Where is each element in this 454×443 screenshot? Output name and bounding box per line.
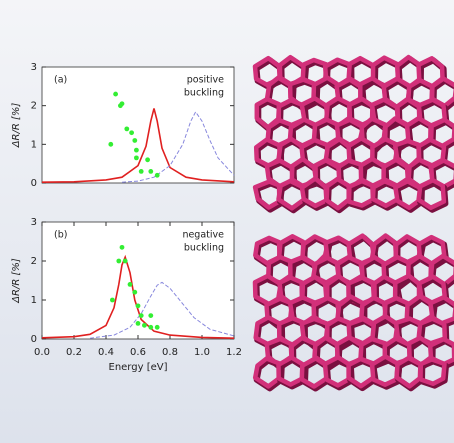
x-tick-label: 0.8	[162, 347, 178, 358]
data-point	[120, 101, 125, 106]
y-tick-label: 2	[31, 101, 37, 112]
data-point	[155, 325, 160, 330]
x-tick-label: 0.2	[66, 347, 82, 358]
data-point	[148, 325, 153, 330]
x-tick-label: 1.2	[226, 347, 242, 358]
y-tick-label: 3	[31, 217, 37, 228]
x-tick-label: 0.6	[130, 347, 146, 358]
data-point	[116, 259, 121, 264]
y-tick-label: 0	[31, 334, 37, 345]
data-point	[120, 245, 125, 250]
annotation: positive	[187, 75, 224, 86]
y-axis-label: ΔR/R [%]	[11, 103, 22, 149]
data-point	[110, 298, 115, 303]
data-point	[108, 142, 113, 147]
x-tick-label: 1.0	[194, 347, 210, 358]
panel-label: (a)	[54, 75, 67, 86]
y-tick-label: 3	[31, 62, 37, 73]
data-point	[134, 155, 139, 160]
data-point	[145, 157, 150, 162]
y-tick-label: 0	[31, 178, 37, 189]
data-point	[113, 92, 118, 97]
data-point	[124, 126, 129, 131]
x-axis-label: Energy [eV]	[109, 362, 168, 373]
y-tick-label: 1	[31, 295, 37, 306]
x-tick-label: 0.0	[34, 347, 50, 358]
background	[0, 0, 454, 443]
panel-label: (b)	[54, 230, 67, 241]
y-tick-label: 2	[31, 256, 37, 267]
data-point	[132, 138, 137, 143]
annotation: buckling	[184, 88, 224, 99]
annotation: buckling	[184, 243, 224, 254]
data-point	[123, 259, 128, 264]
annotation: negative	[182, 230, 224, 241]
data-point	[139, 313, 144, 318]
y-axis-label: ΔR/R [%]	[11, 258, 22, 304]
data-point	[148, 313, 153, 318]
data-point	[129, 130, 134, 135]
data-point	[132, 290, 137, 295]
data-point	[128, 282, 133, 287]
data-point	[148, 169, 153, 174]
page: {"chart_data": [ {"type": "line", "ylabe…	[0, 0, 454, 443]
data-point	[134, 148, 139, 153]
x-tick-label: 0.4	[98, 347, 114, 358]
y-tick-label: 1	[31, 139, 37, 150]
data-point	[139, 169, 144, 174]
data-point	[136, 321, 141, 326]
data-point	[136, 303, 141, 308]
figure: 0 1 2 3 ΔR/R [%] (a) positive buckling 0 1 2 3 0.0 0.…	[0, 0, 454, 443]
data-point	[155, 173, 160, 178]
data-point	[142, 323, 147, 328]
